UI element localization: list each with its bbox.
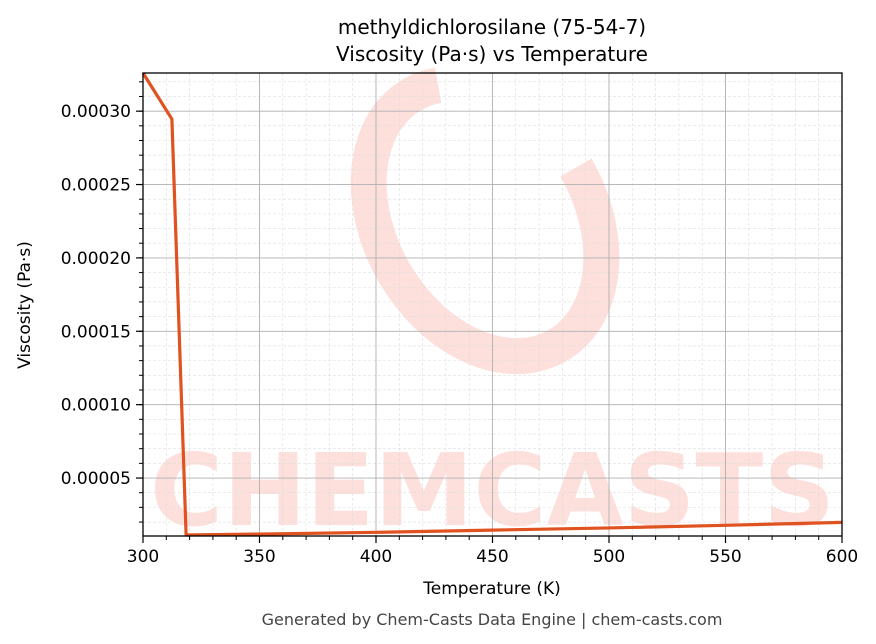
viscosity-line	[141, 72, 843, 537]
y-tick-label: 0.00015	[61, 322, 131, 342]
y-tick-label: 0.00025	[61, 176, 131, 196]
x-tick-label: 400	[360, 547, 392, 567]
x-tick-label: 300	[127, 547, 159, 567]
y-tick-label: 0.00010	[61, 396, 131, 416]
y-tick-label: 0.00030	[61, 102, 131, 122]
x-tick-label: 450	[476, 547, 508, 567]
x-axis-label: Temperature (K)	[422, 579, 561, 599]
y-tick-label: 0.00005	[61, 469, 131, 489]
chart-subtitle: Viscosity (Pa·s) vs Temperature	[336, 42, 648, 66]
x-tick-label: 600	[826, 547, 858, 567]
y-axis-label: Viscosity (Pa·s)	[15, 241, 35, 369]
footer-credit: Generated by Chem-Casts Data Engine | ch…	[262, 610, 723, 629]
chart-title: methyldichlorosilane (75-54-7)	[338, 15, 646, 39]
x-tick-label: 500	[593, 547, 625, 567]
y-tick-label: 0.00020	[61, 249, 131, 269]
x-tick-label: 350	[243, 547, 275, 567]
x-tick-label: 550	[709, 547, 741, 567]
